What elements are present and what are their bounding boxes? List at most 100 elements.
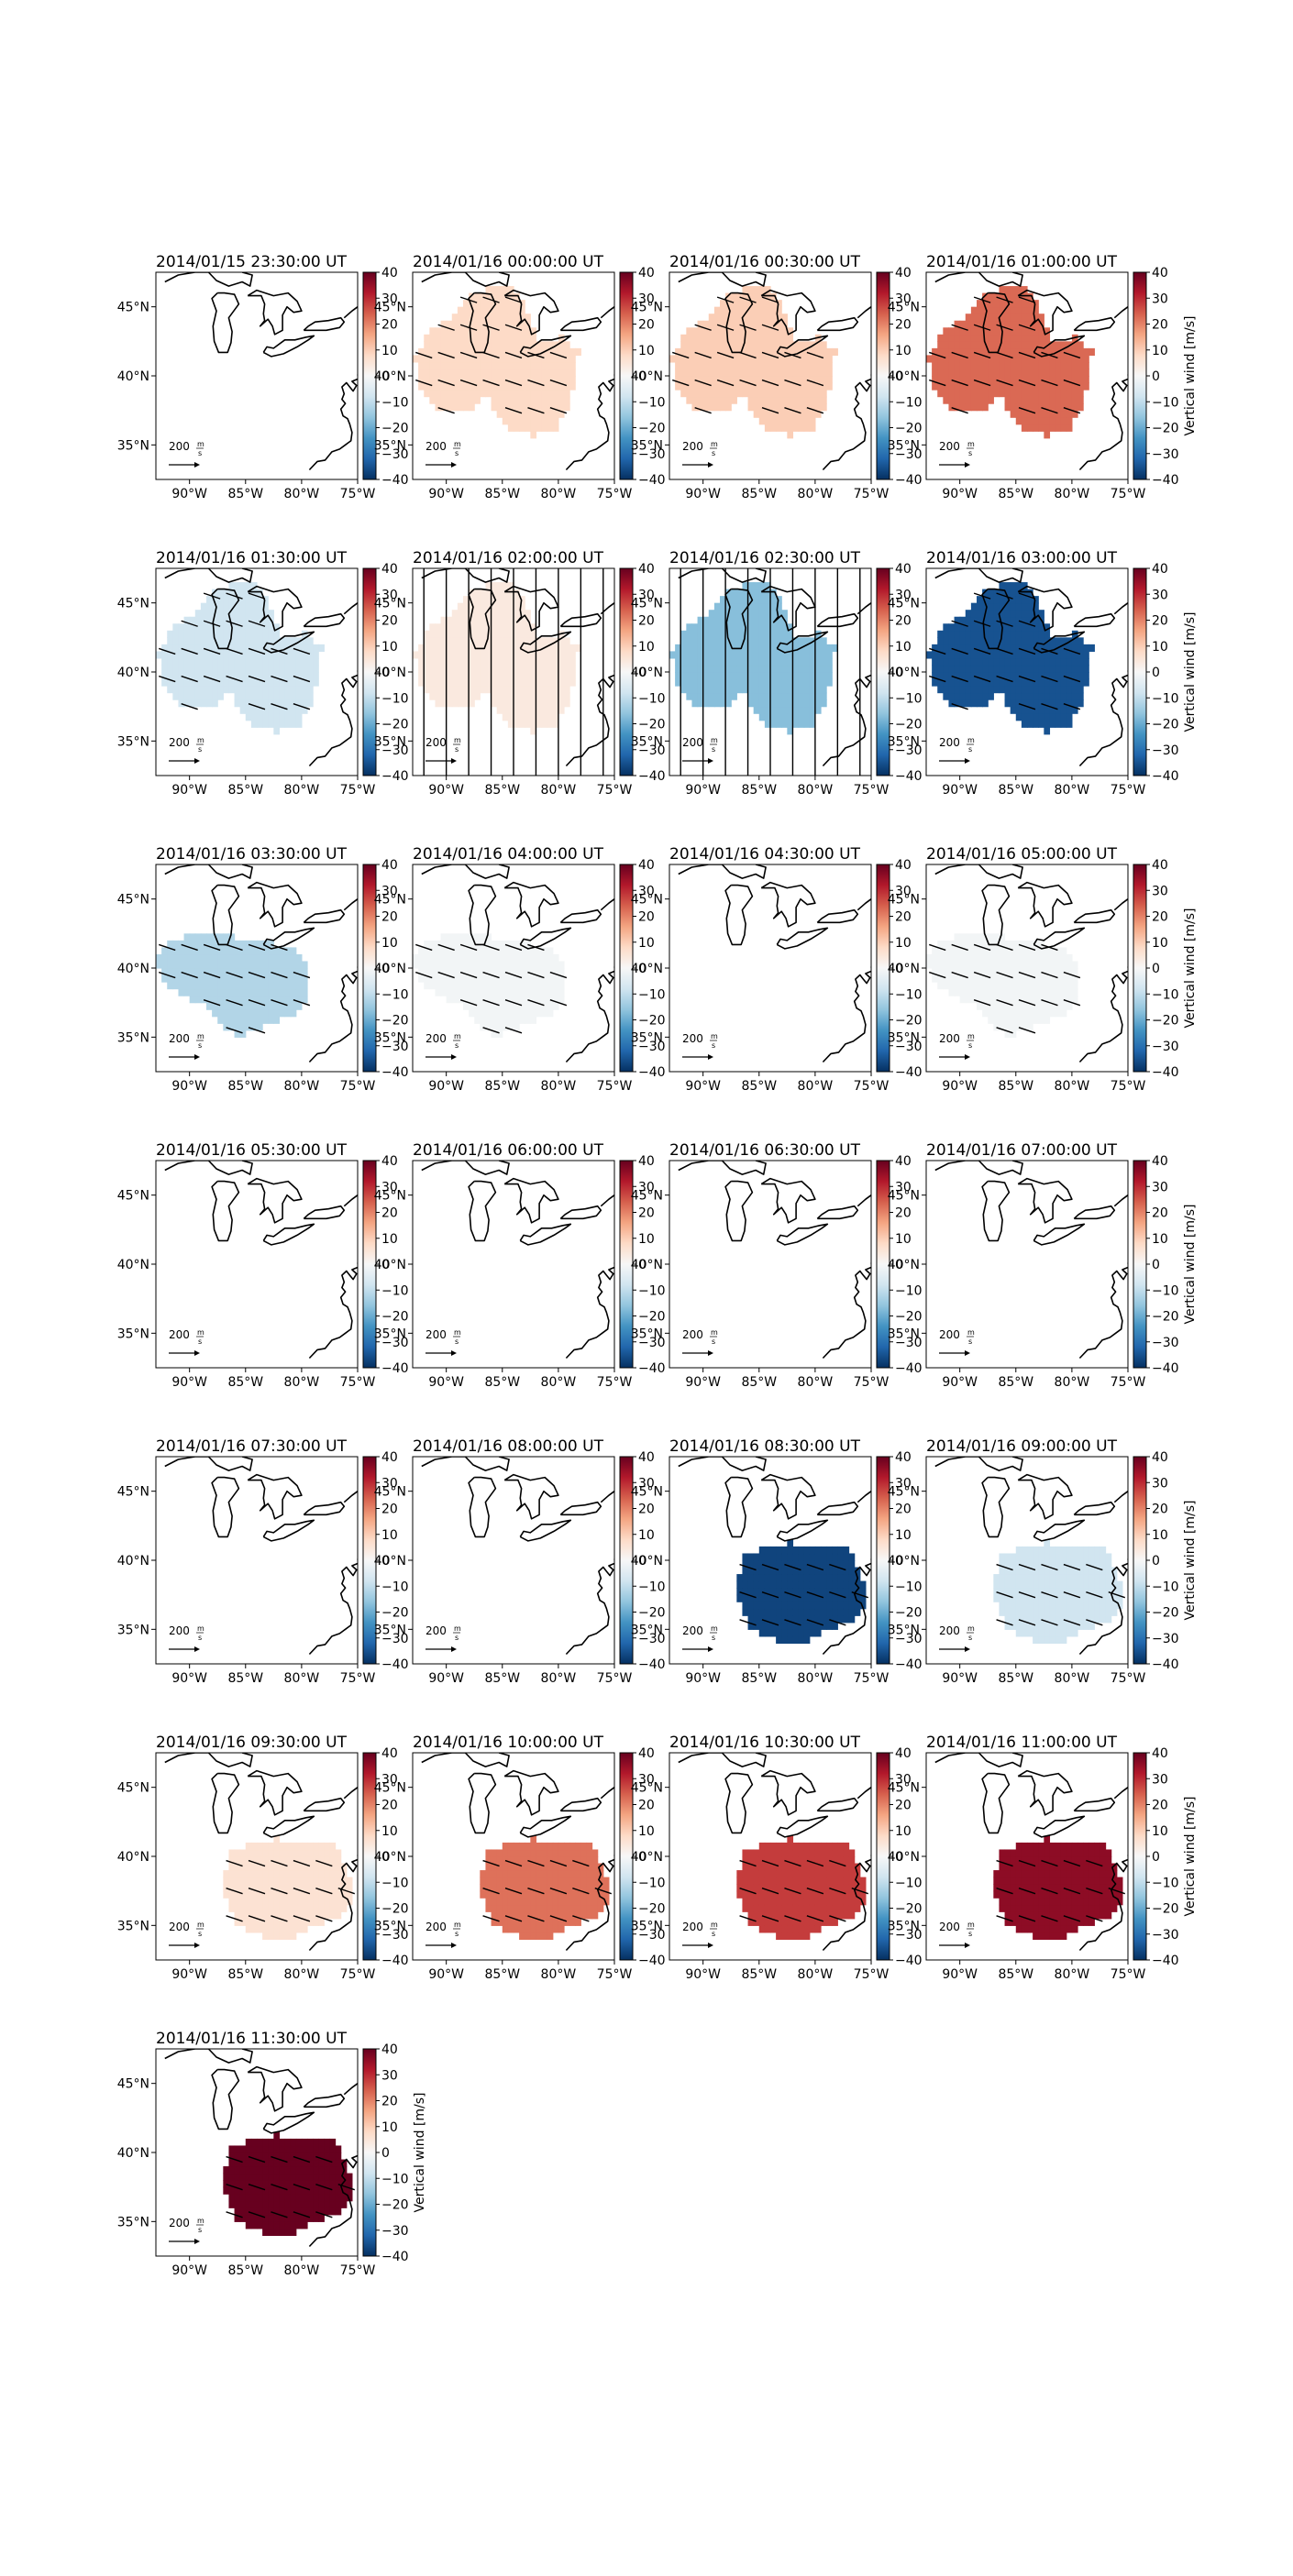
field-cell — [440, 361, 448, 370]
field-cell — [234, 623, 241, 632]
field-cell — [758, 630, 766, 638]
field-cell — [245, 665, 252, 673]
field-cell — [943, 369, 950, 377]
field-cell — [536, 347, 543, 356]
field-cell — [977, 369, 983, 377]
field-cell — [764, 424, 771, 432]
field-cell — [982, 390, 989, 398]
field-cell — [982, 347, 989, 356]
field-cell — [814, 410, 822, 418]
field-cell — [234, 644, 241, 652]
field-cell — [1055, 953, 1062, 963]
field-cell — [189, 940, 196, 948]
field-cell — [440, 327, 448, 336]
field-cell — [713, 382, 721, 391]
field-cell — [965, 651, 972, 659]
field-cell — [1010, 602, 1017, 611]
field-cell — [809, 390, 816, 398]
field-cell — [491, 982, 498, 990]
field-cell — [295, 988, 303, 996]
wind-vector — [181, 620, 198, 627]
field-cell — [943, 672, 950, 680]
field-cell — [463, 341, 470, 349]
field-cell — [268, 665, 274, 673]
wind-vector — [716, 324, 735, 331]
field-cell — [770, 651, 777, 659]
field-cell — [440, 974, 448, 983]
x-tick-label: 90°W — [171, 1671, 207, 1686]
field-cell — [770, 589, 777, 597]
field-cell — [776, 341, 782, 349]
colorbar-tick-label: 10 — [638, 1232, 655, 1247]
field-cell — [547, 720, 554, 728]
field-cell — [1060, 968, 1067, 976]
field-cell — [1027, 968, 1033, 976]
field-cell — [257, 686, 263, 694]
field-cell — [675, 651, 681, 659]
field-cell — [189, 665, 196, 673]
field-cell — [798, 657, 805, 666]
field-cell — [747, 396, 755, 404]
field-cell — [1049, 417, 1056, 425]
field-cell — [965, 933, 972, 941]
field-cell — [262, 940, 269, 948]
coastline — [503, 289, 559, 336]
field-cell — [731, 651, 737, 659]
field-cell — [1010, 637, 1017, 645]
field-cell — [731, 334, 737, 342]
field-cell — [758, 334, 766, 342]
field-cell — [547, 369, 554, 377]
field-cell — [776, 1594, 782, 1602]
field-cell — [1038, 341, 1044, 349]
field-cell — [491, 347, 498, 356]
field-cell — [965, 382, 972, 391]
field-cell — [457, 341, 464, 349]
y-tick-label: 35°N — [117, 734, 149, 749]
field-cell — [798, 665, 805, 673]
field-cell — [753, 306, 760, 314]
field-cell — [988, 369, 994, 377]
field-cell — [480, 637, 487, 645]
field-cell — [993, 961, 1000, 969]
wind-vector — [951, 971, 968, 979]
field-cell — [1049, 706, 1056, 714]
field-cell — [206, 982, 213, 990]
x-tick-label: 75°W — [340, 487, 376, 501]
field-cell — [959, 347, 967, 356]
field-cell — [809, 410, 816, 418]
field-cell — [469, 355, 475, 363]
field-cell — [469, 974, 475, 983]
field-cell — [770, 320, 777, 328]
field-cell — [485, 947, 492, 955]
x-tick-label: 80°W — [1055, 487, 1090, 501]
field-cell — [424, 390, 430, 398]
coastline — [468, 292, 497, 354]
coastline — [565, 1558, 614, 1656]
field-cell — [1071, 665, 1078, 673]
wind-vector — [293, 703, 311, 710]
field-cell — [257, 968, 263, 976]
field-cell — [474, 692, 481, 700]
field-cell — [194, 644, 202, 652]
field-cell — [1078, 382, 1084, 391]
field-cell — [792, 424, 800, 432]
field-cell — [965, 678, 972, 687]
field-cell — [435, 376, 442, 384]
field-cell — [172, 947, 180, 955]
field-cell — [507, 410, 514, 418]
field-cell — [161, 678, 168, 687]
field-cell — [970, 355, 978, 363]
field-cell — [764, 334, 771, 342]
field-cell — [268, 692, 274, 700]
field-cell — [1033, 692, 1039, 700]
field-cell — [1033, 355, 1039, 363]
field-cell — [558, 657, 565, 666]
field-cell — [999, 376, 1006, 384]
vector-key-label: 200 — [682, 736, 703, 749]
field-cell — [937, 982, 944, 990]
field-cell — [982, 596, 989, 604]
field-cell — [194, 678, 202, 687]
field-cell — [736, 314, 744, 322]
field-cell — [1021, 713, 1028, 721]
